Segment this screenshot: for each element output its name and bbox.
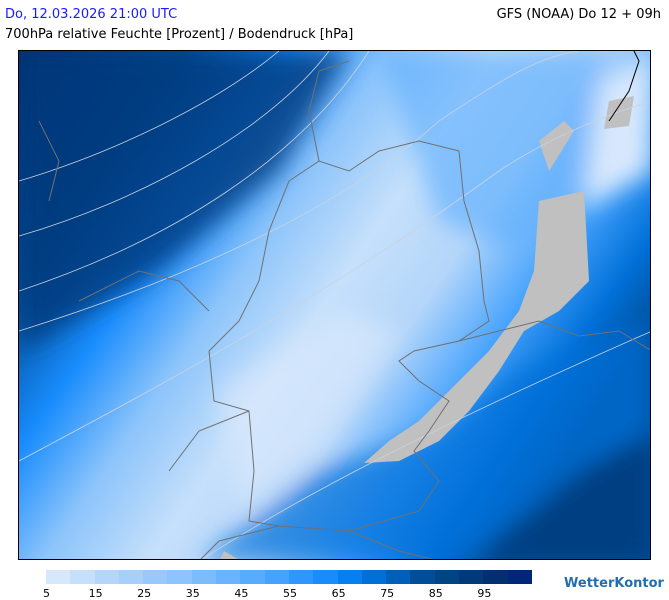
legend-swatch: [216, 570, 241, 584]
legend-tick-label: 85: [428, 587, 443, 600]
map-canvas: [19, 51, 650, 559]
legend-tick-label: 95: [477, 587, 492, 600]
legend-swatch: [191, 570, 217, 584]
legend-swatch: [337, 570, 362, 584]
legend-tick-label: 55: [283, 587, 297, 600]
model-run-label: GFS (NOAA) Do 12 + 09h: [496, 7, 661, 22]
legend-tick-label: 45: [234, 587, 249, 600]
legend-swatch: [118, 570, 144, 584]
humidity-patches: [19, 51, 650, 559]
legend-swatch: [264, 570, 289, 584]
legend-swatch: [361, 570, 387, 584]
datetime-label: Do, 12.03.2026 21:00 UTC: [5, 7, 178, 22]
legend-tick-label: 25: [137, 587, 152, 600]
coastline: [608, 51, 640, 122]
isobar-lines: [19, 51, 650, 559]
legend-swatch: [434, 570, 460, 584]
legend-swatch: [143, 570, 168, 584]
legend-swatch: [313, 570, 338, 584]
map-title: 700hPa relative Feuchte [Prozent] / Bode…: [5, 27, 354, 42]
country-borders: [38, 60, 650, 559]
legend-swatch: [240, 570, 265, 584]
legend-swatch: [167, 570, 192, 584]
legend-swatch: [507, 570, 532, 584]
wetterkontor-logo: WetterKontor: [564, 576, 664, 591]
legend-swatch: [70, 570, 95, 584]
legend-swatch: [46, 570, 71, 584]
legend-tick-label: 75: [380, 587, 395, 600]
legend-tick-label: 5: [43, 587, 50, 600]
legend-tick-label: 15: [88, 587, 103, 600]
humidity-map: [18, 50, 651, 560]
legend-tick-label: 35: [185, 587, 200, 600]
legend-swatch: [410, 570, 435, 584]
legend-swatch: [459, 570, 484, 584]
color-legend: [46, 570, 532, 584]
legend-swatch: [483, 570, 508, 584]
legend-swatch: [94, 570, 119, 584]
legend-tick-label: 65: [331, 587, 346, 600]
legend-swatch: [386, 570, 411, 584]
legend-swatch: [288, 570, 314, 584]
